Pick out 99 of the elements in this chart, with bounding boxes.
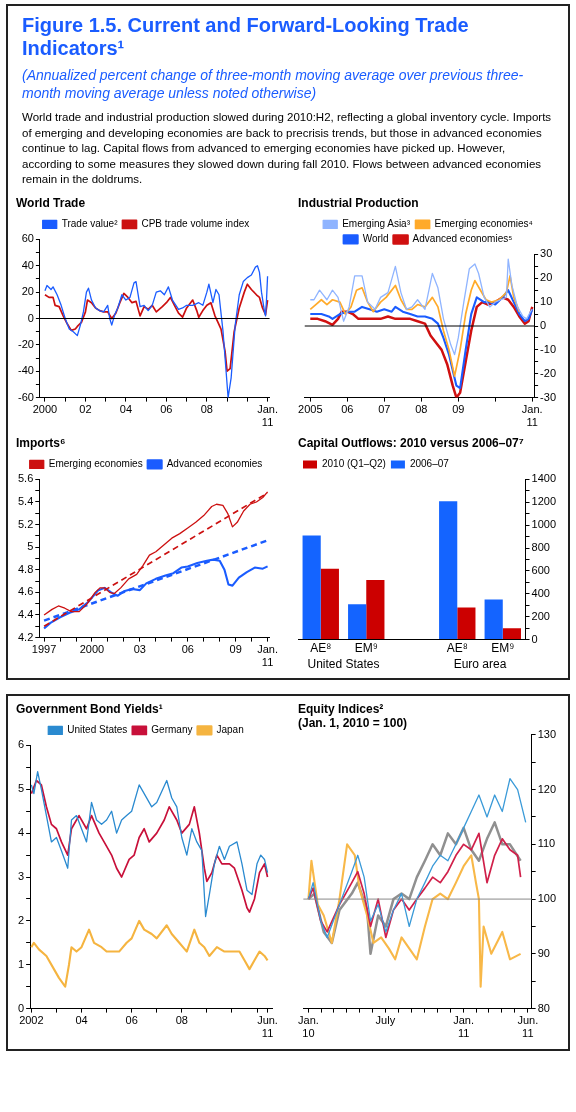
x-tick-label: 09 (229, 643, 242, 656)
y2-tick-label: 10 (540, 295, 553, 308)
y2-tick-label: 400 (531, 586, 550, 599)
y-tick-label: 4.6 (17, 585, 34, 598)
legend-label: 2006–07 (409, 458, 450, 470)
x-tick-label: AE⁸ (446, 641, 468, 656)
y2-tick-label: 100 (537, 892, 557, 905)
y-tick-label: 5.2 (17, 517, 34, 530)
y-tick-label: 0 (27, 311, 34, 324)
x-tick-label: 2002 (19, 1014, 44, 1027)
y-tick-label: 4.4 (17, 607, 34, 620)
x-tick-label: AE⁸ (310, 641, 332, 656)
chart-title: Industrial Production (298, 195, 419, 210)
y-tick-label: 3 (17, 869, 25, 882)
x-tick-label: 08 (415, 403, 428, 416)
y2-tick-label: 0 (540, 318, 547, 331)
y2-tick-label: 600 (531, 563, 550, 576)
y2-tick-label: 20 (540, 271, 553, 284)
x-tick-label: 2000 (32, 403, 58, 416)
x-tick-label: 03 (133, 643, 146, 656)
x-tick-label: Jan. 11 (521, 403, 543, 429)
x-tick-label: 06 (341, 403, 354, 416)
y2-tick-label: 1000 (531, 518, 557, 531)
y2-tick-label: -30 (540, 390, 557, 403)
legend-label: Trade value² (61, 218, 119, 230)
y2-tick-label: 1400 (531, 472, 557, 485)
x-tick-label: 04 (75, 1014, 88, 1027)
y-tick-label: 20 (21, 285, 34, 298)
x-tick-label: Jan. 11 (257, 643, 278, 669)
y2-tick-label: 90 (537, 946, 550, 959)
y-tick-label: 2 (17, 913, 25, 926)
legend-label: Emerging economies (48, 458, 143, 470)
y-tick-label: 6 (17, 738, 25, 751)
legend-label: Emerging economies⁴ (434, 218, 533, 230)
chart-subtitle: (Jan. 1, 2010 = 100) (298, 715, 408, 730)
y2-tick-label: 200 (531, 609, 550, 622)
x-tick-label: 2005 (298, 403, 323, 416)
y-tick-label: -40 (17, 364, 34, 377)
x-tick-label: EM⁹ (491, 641, 515, 656)
y-tick-label: 40 (21, 258, 34, 271)
x-tick-label: Jan. 11 (257, 403, 278, 429)
legend-label: Germany (151, 724, 193, 736)
chart-title: Capital Outflows: 2010 versus 2006–07⁷ (298, 435, 524, 450)
legend-label: 2010 (Q1–Q2) (322, 458, 386, 470)
legend-label: World (362, 233, 389, 245)
x-tick-label: 1997 (31, 643, 57, 656)
x-tick-label: 07 (378, 403, 391, 416)
y2-tick-label: -20 (540, 366, 557, 379)
y-tick-label: 4 (17, 826, 25, 839)
legend-label: United States (67, 724, 128, 736)
x-tick-label: 06 (181, 643, 194, 656)
legend-label: Advanced economies⁵ (412, 233, 513, 245)
chart-title: Government Bond Yields¹ (16, 701, 163, 716)
y2-tick-label: 30 (540, 247, 553, 260)
chart-title: Equity Indices² (298, 701, 384, 716)
y-tick-label: 5.4 (17, 494, 34, 507)
x-tick-label: 06 (125, 1014, 138, 1027)
x-tick-label: Jun. 11 (257, 1014, 278, 1040)
y-tick-label: 4.2 (17, 630, 34, 643)
x-tick-label: Jan. 11 (453, 1014, 475, 1040)
x-tick-label: 04 (119, 403, 133, 416)
x-tick-label: EM⁹ (354, 641, 378, 656)
y2-tick-label: -10 (540, 342, 557, 355)
x-tick-label: July (375, 1014, 396, 1027)
x-tick-label: 2000 (79, 643, 105, 656)
y2-tick-label: 130 (537, 727, 557, 740)
y-tick-label: 4.8 (17, 562, 34, 575)
y2-tick-label: 0 (531, 632, 538, 645)
text: (Annualized percent change of three-month moving average over previous three-month moving average unless noted otherwise) (22, 66, 525, 103)
x-tick-label: 08 (175, 1014, 188, 1027)
y-tick-label: 5 (27, 540, 34, 553)
text: World trade and industrial production slowed during 2010:H2, reflecting a global inventory cycle. Imports of emerging and developing economies are back to precrisis trends, but those in advanced economies continue to lag. Capital flows from advanced to emerging economies have picked up. However, according to some measures they slowed down during fall 2010. Flows between advanced economies remain in the doldrums. (22, 110, 553, 188)
y-tick-label: 5 (17, 782, 25, 795)
y-tick-label: -20 (17, 337, 34, 350)
legend-label: CPB trade volume index (141, 218, 250, 230)
y-tick-label: -60 (17, 390, 34, 403)
chart-title: Imports⁶ (16, 435, 66, 450)
x-tick-label: 09 (452, 403, 465, 416)
x-tick-label: 02 (79, 403, 92, 416)
x-tick-label: Jun. 11 (517, 1014, 539, 1040)
legend-label: Japan (216, 724, 244, 736)
x-tick-label: 08 (200, 403, 213, 416)
y2-tick-label: 1200 (531, 495, 557, 508)
y2-tick-label: 110 (537, 837, 556, 850)
legend-label: Emerging Asia³ (342, 218, 411, 230)
y-tick-label: 60 (21, 232, 34, 245)
x-tick-label: Jan. 10 (298, 1014, 319, 1040)
text: Euro area (453, 657, 507, 672)
text: United States (307, 657, 380, 672)
y2-tick-label: 800 (531, 541, 550, 554)
chart-title: World Trade (16, 195, 86, 210)
x-tick-label: 06 (160, 403, 173, 416)
legend-label: Advanced economies (166, 458, 263, 470)
y2-tick-label: 120 (537, 782, 557, 795)
y-tick-label: 1 (17, 957, 25, 970)
text: Figure 1.5. Current and Forward-Looking Trade Indicators¹ (22, 14, 470, 60)
y-tick-label: 5.6 (17, 472, 34, 485)
y-tick-label: 0 (17, 1001, 25, 1014)
y2-tick-label: 80 (537, 1001, 550, 1014)
